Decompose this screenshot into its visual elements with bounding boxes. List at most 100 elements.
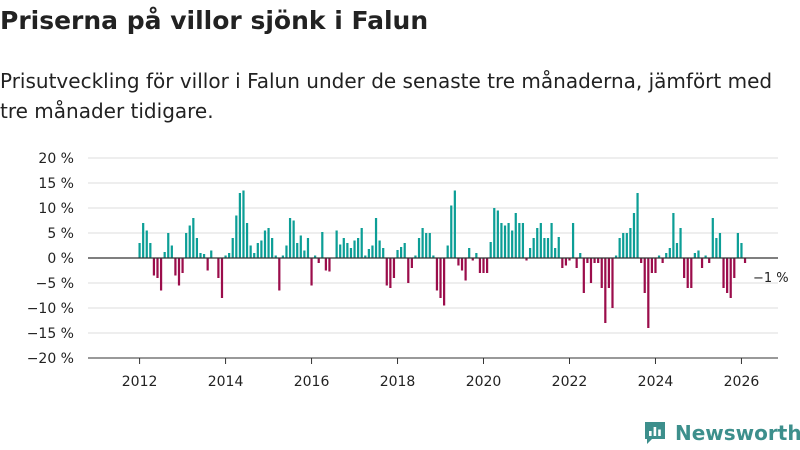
y-tick-label: −10 % <box>27 301 74 317</box>
bar <box>260 240 263 258</box>
bar <box>661 258 664 263</box>
bar <box>686 258 689 288</box>
bar <box>425 233 428 258</box>
bar <box>439 258 442 298</box>
bar <box>403 243 406 258</box>
bar <box>657 255 661 258</box>
bar <box>564 258 568 266</box>
bar <box>378 240 381 258</box>
bar <box>382 248 385 258</box>
bar <box>571 223 575 258</box>
bar <box>335 230 338 258</box>
bar <box>342 238 345 258</box>
bar <box>532 238 535 258</box>
y-tick-label: 0 % <box>47 251 74 267</box>
bar <box>536 228 539 258</box>
bar <box>733 258 736 278</box>
bar <box>389 258 392 288</box>
bar <box>317 258 320 263</box>
bar <box>604 258 607 323</box>
bar <box>582 258 585 293</box>
bar <box>485 258 489 273</box>
bar <box>729 258 732 298</box>
bar <box>357 238 360 258</box>
bar <box>238 193 242 258</box>
bar <box>392 258 396 278</box>
y-tick-label: 10 % <box>38 201 74 217</box>
y-tick-label: 5 % <box>47 226 74 242</box>
gridlines <box>88 157 778 359</box>
bar <box>199 253 202 258</box>
bar <box>568 258 571 261</box>
bar <box>450 205 453 258</box>
bar <box>614 255 618 258</box>
bar <box>457 258 460 266</box>
bar <box>314 255 317 258</box>
bar <box>543 238 546 258</box>
bar <box>493 208 496 258</box>
bar <box>589 258 593 283</box>
bar <box>167 233 170 258</box>
bar <box>528 248 532 258</box>
bar <box>740 243 743 258</box>
x-tick-label: 2012 <box>122 374 158 390</box>
bar <box>181 258 184 273</box>
bar <box>185 233 188 258</box>
bar <box>597 258 600 263</box>
newsworthy-logo-icon <box>645 422 665 444</box>
y-axis-tick-labels: 20 % 15 % 10 % 5 % 0 % −5 % −10 % −15 % −20 % <box>27 151 74 367</box>
bar <box>579 253 582 258</box>
bar <box>446 245 449 258</box>
last-value-label: −1 % <box>753 271 789 286</box>
bar <box>668 248 671 258</box>
bar <box>245 223 249 258</box>
bar <box>263 230 267 258</box>
bar <box>643 258 646 293</box>
y-tick-label: 20 % <box>38 151 74 167</box>
bar <box>636 193 639 258</box>
x-tick-label: 2026 <box>724 374 760 390</box>
bar <box>349 248 353 258</box>
chart-title: Priserna på villor sjönk i Falun <box>0 6 429 35</box>
bar <box>152 258 156 276</box>
bar <box>299 235 302 258</box>
bar <box>400 247 403 258</box>
bar <box>736 233 739 258</box>
bar <box>231 238 234 258</box>
bar <box>482 258 485 273</box>
bar-chart: 20 % 15 % 10 % 5 % 0 % −5 % −10 % −15 % −20 % 20… <box>27 151 789 390</box>
bar <box>708 258 711 263</box>
bar <box>149 243 152 258</box>
bar <box>274 255 277 258</box>
bar <box>679 228 682 258</box>
bar <box>321 232 324 258</box>
brand-name: Newsworthy <box>675 421 800 445</box>
newsworthy-logo: Newsworthy <box>643 418 800 448</box>
bar <box>607 258 611 288</box>
bar <box>650 258 653 273</box>
y-tick-label: −5 % <box>36 276 74 292</box>
bar <box>271 238 274 258</box>
bar <box>672 213 675 258</box>
bar <box>256 243 259 258</box>
bar <box>163 252 166 258</box>
bar <box>468 248 471 258</box>
bar <box>371 245 374 258</box>
bar <box>557 237 560 258</box>
bar <box>192 218 195 258</box>
bar <box>428 233 431 258</box>
bar <box>242 190 245 258</box>
bar <box>665 253 668 258</box>
bar <box>611 258 614 308</box>
bar <box>593 258 596 263</box>
bar <box>675 243 679 258</box>
bar <box>367 249 370 258</box>
x-tick-label: 2018 <box>380 374 416 390</box>
bar <box>726 258 729 293</box>
bar <box>145 230 148 258</box>
bar <box>514 213 517 258</box>
bar <box>622 233 625 258</box>
bar <box>310 258 313 286</box>
bar <box>206 258 209 271</box>
bar <box>561 258 564 268</box>
